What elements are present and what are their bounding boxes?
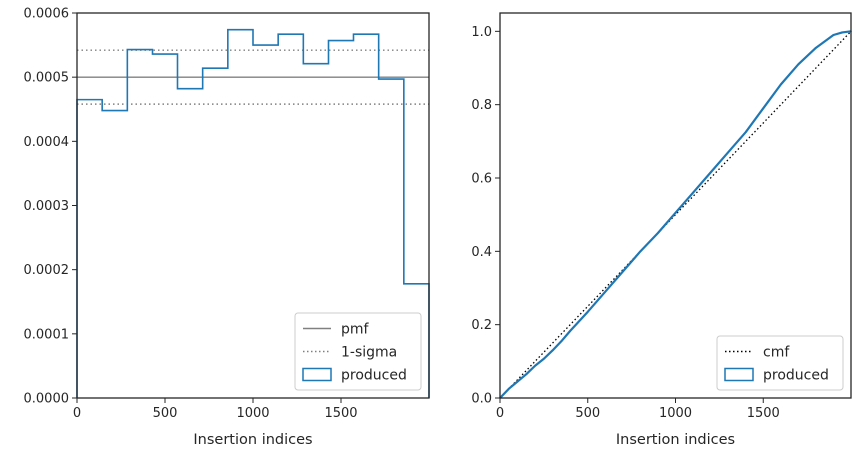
cmf-line [499,30,852,399]
histogram-bin [153,54,178,398]
produced-cmf-point [762,107,765,110]
produced-cmf-point [832,34,835,36]
produced-cmf-line [499,30,852,399]
pmf-y-tick-label: 0.0002 [24,263,70,278]
produced-cmf-point [639,250,642,253]
cmf-x-axis-label: Insertion indices [616,432,735,448]
produced-cmf-point [815,47,817,49]
panel-cmf-line: 0 500 1000 1500 0.0 0.2 0.4 0.6 0.8 1.0 Insertion … [471,12,852,448]
pmf-y-tick-label: 0.0003 [24,199,70,214]
pmf-x-tick-label: 500 [153,406,178,421]
cmf-legend-label-cmf: cmf [763,345,790,361]
pmf-legend-label-produced: produced [341,368,407,384]
produced-histogram [76,28,430,398]
produced-cmf-point [744,131,747,133]
produced-cmf-point [622,270,624,273]
histogram-bin [253,45,278,398]
cmf-legend-box [716,335,844,391]
produced-cmf-point [657,232,659,234]
produced-cmf-point [797,63,800,66]
cmf-y-tick-label: 0.0 [471,392,492,407]
panel-pmf-histogram: 0 500 1000 1500 0.0000 0.0001 0.0002 0.0003 0.00… [24,7,430,448]
produced-cmf-point [551,349,554,352]
pmf-legend-box [294,312,422,391]
pmf-legend-swatch-produced [302,367,332,382]
pmf-x-tick-label: 1000 [236,406,269,421]
cmf-x-tick-label: 1000 [659,406,692,421]
cmf-y-tick-label: 0.4 [471,245,492,260]
pmf-legend-label-pmf: pmf [341,322,370,338]
produced-cmf-point [841,31,844,34]
histogram-bin [228,30,253,398]
histogram-bin [102,111,127,398]
pmf-x-tick-label: 1500 [324,406,357,421]
cmf-x-tick-label: 0 [496,406,504,421]
pmf-x-tick-label: 0 [73,406,81,421]
produced-cmf-point [525,373,528,375]
cmf-legend: cmf produced [716,335,844,391]
cmf-x-tick-label: 500 [575,406,600,421]
produced-cmf-point [709,171,712,174]
produced-cmf-point [507,388,510,390]
pmf-y-tick-label: 0.0001 [24,327,70,342]
histogram-bin [77,100,102,398]
produced-cmf-point [674,212,677,214]
cmf-x-tick-label: 1500 [747,406,780,421]
cmf-legend-label-produced: produced [763,368,829,384]
cmf-y-tick-label: 1.0 [471,25,492,40]
produced-cmf-point [569,330,571,332]
produced-cmf-point [780,83,782,86]
cmf-legend-swatch-produced [724,367,754,382]
produced-cmf-point [534,364,536,367]
produced-cmf-point [692,191,694,194]
produced-cmf-point [586,311,589,313]
histogram-bin [177,89,202,398]
pmf-y-tick-label: 0.0006 [24,7,70,22]
cmf-y-tick-label: 0.8 [471,98,492,113]
produced-cmf-point [560,340,563,342]
produced-cmf-point [543,357,545,360]
histogram-bin [203,68,228,398]
pmf-y-tick-label: 0.0004 [24,135,70,150]
pmf-legend-label-1-sigma: 1-sigma [341,345,397,361]
cmf-y-tick-label: 0.6 [471,172,492,187]
cmf-y-tick-label: 0.2 [471,318,492,333]
produced-cmf-point [604,290,607,293]
produced-cmf-point [727,151,729,154]
histogram-bin [127,50,152,398]
pmf-legend: pmf 1-sigma produced [294,312,422,391]
pmf-y-tick-label: 0.0000 [24,392,70,407]
pmf-y-tick-label: 0.0005 [24,71,70,86]
pmf-x-axis-label: Insertion indices [193,432,312,448]
produced-cmf-point [516,380,519,383]
